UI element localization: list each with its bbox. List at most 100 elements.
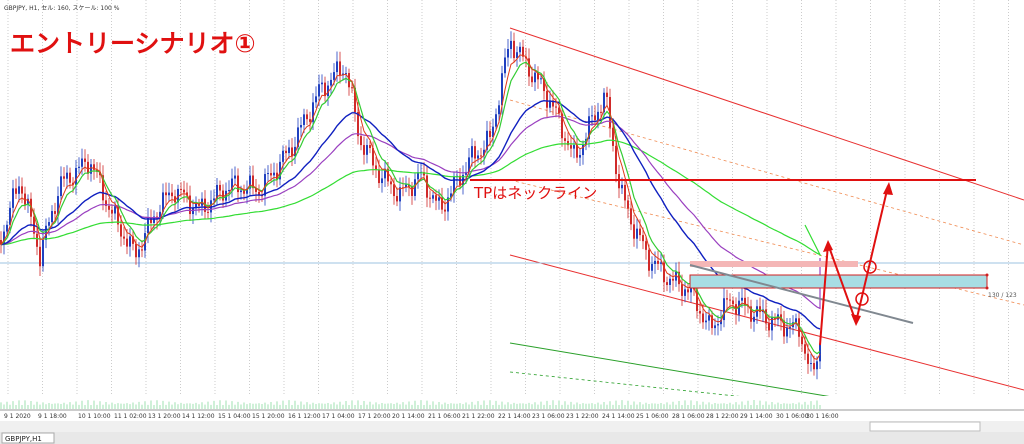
candle-body [69,172,71,183]
candle-body [246,188,248,194]
candle-body [441,197,443,210]
candle-body [660,262,662,264]
tab[interactable] [1,432,55,444]
candle-body [654,260,656,264]
candle-body [771,317,773,331]
candle-body [72,182,74,185]
candle-body [222,190,224,201]
candle-body [6,224,8,232]
candle-body [423,172,425,176]
annotation: TPはネックライン [473,184,597,202]
candle-body [741,297,743,301]
candle-body [243,190,245,194]
candle-body [369,145,371,149]
candle-body [258,191,260,196]
candle-body [0,240,2,245]
tab-label[interactable]: GBPJPY,H1 [5,435,42,443]
scrollbar[interactable] [0,421,1024,432]
candle-body [408,184,410,187]
candle-body [405,184,407,188]
candle-body [666,282,668,285]
candle-body [180,188,182,190]
candle-body [399,187,401,202]
candle-body [396,196,398,202]
candle-body [315,96,317,103]
candle-body [528,58,530,77]
candle-body [600,111,602,113]
candle-body [642,235,644,242]
time-label: 9 1 2020 [4,413,31,420]
candle-body [567,140,569,146]
time-label: 28 1 22:00 [706,413,739,420]
candle-body [99,171,101,176]
channel-line [509,99,1024,246]
candle-body [561,113,563,139]
candle-body [228,189,230,191]
candle-body [231,178,233,190]
candle-body [711,315,713,329]
time-label: 10 1 10:00 [78,413,111,420]
candle-body [324,82,326,97]
title: エントリーシナリオ① [10,29,256,58]
candle-body [612,127,614,146]
candle-body [366,145,368,155]
time-label: 15 1 04:00 [218,413,251,420]
arrowhead [851,314,861,326]
candle-body [819,343,821,362]
candle-body [537,72,539,80]
candle-body [516,52,518,59]
candle-body [450,193,452,198]
candle-body [429,197,431,199]
candle-body [552,100,554,107]
candle-body [726,298,728,300]
time-label: 29 1 14:00 [740,413,773,420]
candle-body [534,72,536,83]
candle-body [78,166,80,168]
candle-body [411,186,413,196]
candle-body [468,157,470,173]
candle-body [714,325,716,329]
candle-body [12,188,14,208]
candle-body [486,130,488,150]
grid [7,0,1009,410]
candle-body [636,228,638,239]
candle-body [108,205,110,210]
candle-body [549,100,551,108]
candle-body [195,203,197,209]
candle-body [393,184,395,197]
candle-body [465,172,467,175]
time-label: 28 1 06:00 [672,413,705,420]
candle-body [105,200,107,206]
candle-body [498,105,500,115]
candle-body [651,263,653,271]
candle-body [48,222,50,226]
anchor [985,286,989,290]
candle-body [744,297,746,306]
candle-body [657,260,659,264]
scroll-thumb[interactable] [869,421,981,432]
candle-body [591,115,593,117]
candle-body [627,200,629,209]
candle-body [333,72,335,80]
time-label: 11 1 02:00 [114,413,147,420]
time-label: 14 1 12:00 [182,413,215,420]
candle-body [84,158,86,162]
candle-body [720,320,722,325]
candle-body [39,246,41,267]
tab-bar [0,432,1024,444]
candle-body [510,40,512,50]
candle-body [774,317,776,320]
candle-body [756,306,758,317]
anchor [985,273,989,277]
candle-body [3,231,5,245]
candle-body [444,209,446,212]
candle-body [288,147,290,154]
candle-body [363,145,365,155]
candle-body [570,145,572,149]
candle-body [543,78,545,92]
candle-body [732,300,734,305]
candle-body [579,155,581,158]
candle-body [618,174,620,189]
